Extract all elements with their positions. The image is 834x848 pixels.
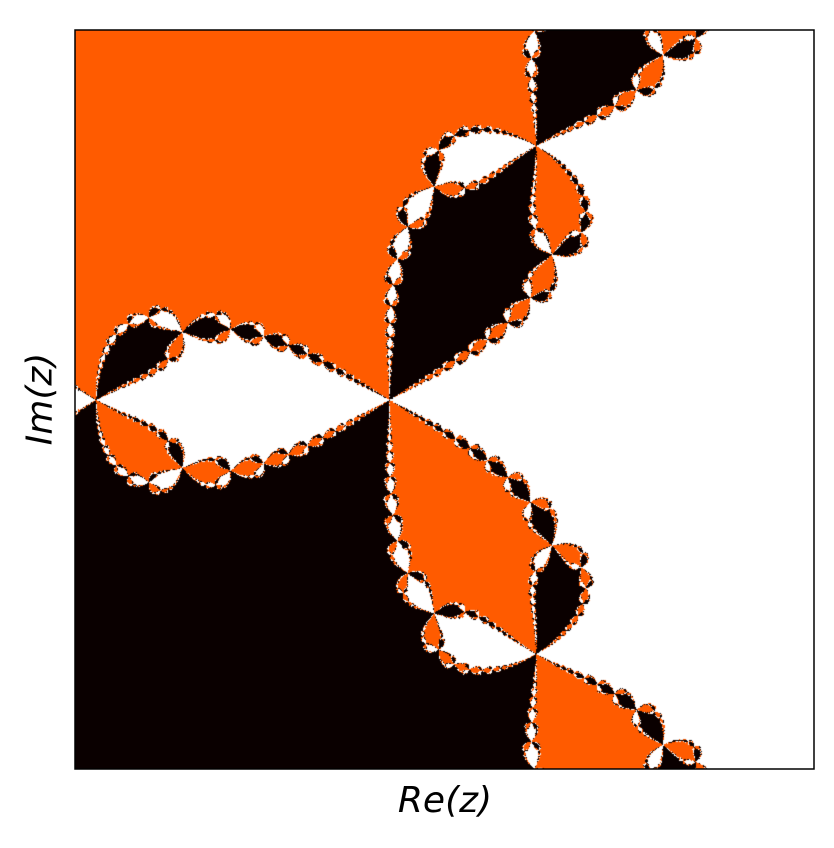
y-axis-label: Im(z) <box>19 352 61 446</box>
plot-area <box>75 30 814 769</box>
plot-frame <box>74 29 815 770</box>
fractal-heatmap <box>75 30 814 769</box>
x-axis-label: Re(z) <box>397 780 493 821</box>
